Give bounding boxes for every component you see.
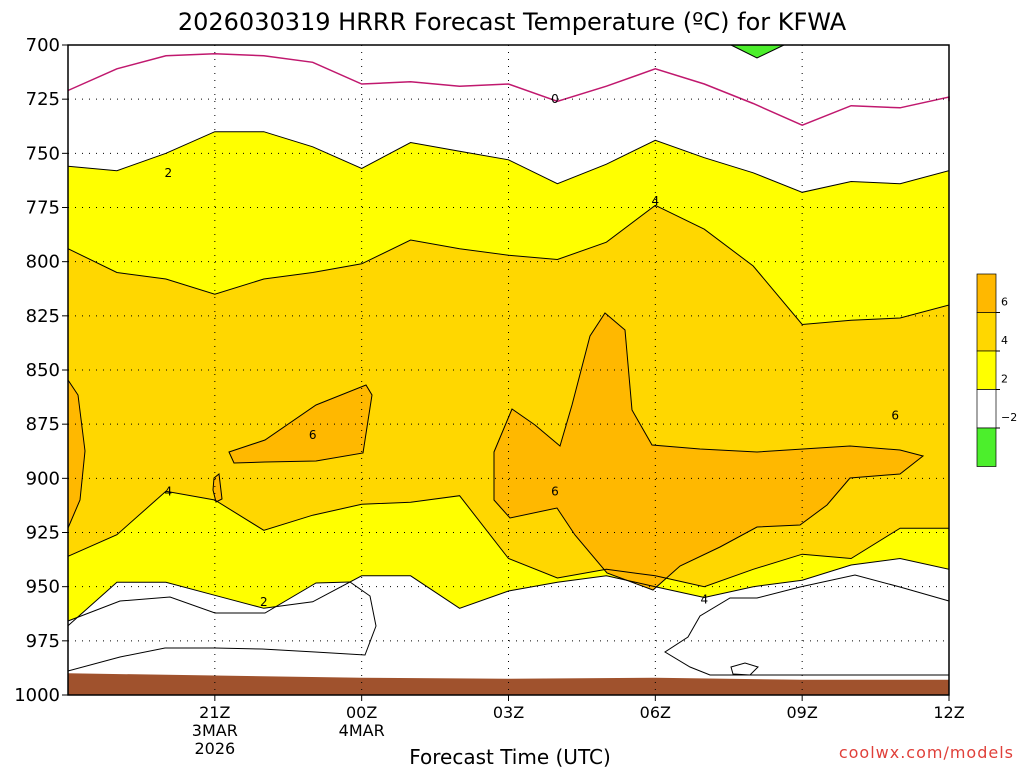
y-tick-label: 1000: [14, 685, 60, 706]
colorbar-swatch: [976, 389, 997, 429]
y-tick-label: 725: [26, 89, 60, 110]
contour-label: 4: [652, 194, 660, 208]
y-tick-label: 850: [26, 360, 60, 381]
temperature-fills: [67, 44, 950, 695]
isotherm-4-upper: [67, 204, 950, 326]
isotherm-2-upper: [67, 131, 950, 193]
x-axis-label: Forecast Time (UTC): [409, 745, 611, 768]
colorbar-legend: 6 4 2 −2: [976, 273, 1017, 467]
isotherm-2-lower: [67, 557, 950, 627]
x-tick-label: 06Z: [640, 703, 671, 722]
ground-surface: [68, 673, 949, 695]
y-tick-label: 775: [26, 198, 60, 219]
contour-labels: 0 2 4 6 6 4 6 2 4: [165, 92, 899, 609]
colorbar-swatch: [976, 273, 997, 313]
fill-minus2-to-2-pocket-left: [67, 581, 377, 672]
y-tick-label: 925: [26, 523, 60, 544]
contour-label: 2: [165, 166, 173, 180]
contour-label: 4: [165, 484, 173, 498]
isotherm-4-lower: [67, 490, 950, 588]
credit-link[interactable]: coolwx.com/models: [839, 743, 1014, 762]
chart-title: 2026030319 HRRR Forecast Temperature (ºC…: [178, 8, 847, 36]
x-tick-label: 3MAR: [192, 721, 238, 740]
contour-label: 6: [891, 409, 899, 423]
contour-label: 4: [700, 593, 708, 607]
y-axis: 700 725 750 775 800 825 850 875 900 925 950 975 1000: [14, 35, 68, 706]
fill-6-to-8-blob-small: [212, 473, 223, 503]
fill-6-to-8-blob-central: [493, 312, 925, 591]
fill-minus2-to-2-pocket-right: [664, 574, 950, 676]
x-tick-label: 03Z: [493, 703, 524, 722]
isotherm-lines: [67, 52, 950, 627]
y-tick-label: 950: [26, 577, 60, 598]
y-tick-label: 800: [26, 252, 60, 273]
x-tick-label: 12Z: [933, 703, 964, 722]
contour-label: 2: [260, 595, 268, 609]
x-tick-label: 09Z: [787, 703, 818, 722]
y-tick-label: 700: [26, 35, 60, 56]
x-tick-label: 2026: [194, 739, 235, 758]
colorbar-tick-label: −2: [1001, 411, 1017, 424]
fill-6-to-8-blob-west: [228, 384, 373, 464]
y-tick-label: 750: [26, 143, 60, 164]
freezing-line: [67, 52, 950, 127]
contour-label: 6: [309, 428, 317, 442]
colorbar-tick-label: 6: [1001, 296, 1008, 309]
x-tick-label: 00Z: [346, 703, 377, 722]
contour-label: 0: [551, 92, 559, 106]
y-tick-label: 825: [26, 306, 60, 327]
y-tick-label: 975: [26, 631, 60, 652]
y-tick-label: 875: [26, 414, 60, 435]
colorbar-swatch: [976, 350, 997, 390]
y-tick-label: 900: [26, 468, 60, 489]
fill-minus2-to-2-pocket-small: [730, 662, 759, 676]
contour-label: 6: [551, 484, 559, 498]
colorbar-swatch: [976, 427, 997, 467]
colorbar-tick-label: 4: [1001, 334, 1008, 347]
colorbar-tick-label: 2: [1001, 373, 1008, 386]
colorbar-swatch: [976, 312, 997, 352]
x-tick-label: 21Z: [199, 703, 230, 722]
x-tick-label: 4MAR: [339, 721, 385, 740]
